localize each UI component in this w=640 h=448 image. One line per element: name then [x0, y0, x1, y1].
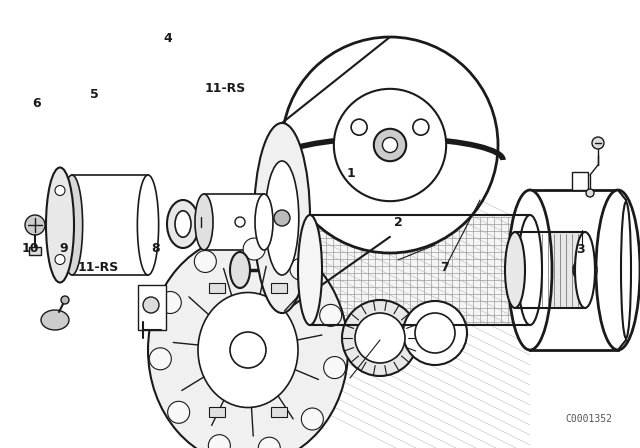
Text: C0001352: C0001352	[565, 414, 612, 424]
Bar	[209, 407, 225, 417]
Circle shape	[235, 217, 245, 227]
Bar	[515, 232, 585, 308]
Bar	[72, 175, 148, 275]
Circle shape	[282, 37, 498, 253]
Text: 1: 1	[346, 167, 355, 181]
Circle shape	[149, 348, 172, 370]
Ellipse shape	[342, 300, 418, 376]
Bar	[29, 247, 41, 255]
Circle shape	[243, 238, 265, 260]
Ellipse shape	[167, 200, 199, 248]
Circle shape	[195, 250, 216, 272]
Text: 11-RS: 11-RS	[205, 82, 246, 95]
Circle shape	[334, 89, 446, 201]
Bar	[204, 194, 264, 250]
Ellipse shape	[596, 190, 640, 350]
Text: 4: 4	[163, 32, 172, 46]
Ellipse shape	[255, 194, 273, 250]
Circle shape	[209, 435, 230, 448]
Ellipse shape	[403, 301, 467, 365]
Ellipse shape	[198, 293, 298, 408]
Circle shape	[25, 215, 45, 235]
Circle shape	[143, 297, 159, 313]
Circle shape	[301, 408, 323, 430]
Ellipse shape	[254, 123, 310, 313]
Circle shape	[61, 296, 69, 304]
Ellipse shape	[265, 161, 299, 275]
Circle shape	[274, 210, 290, 226]
Circle shape	[383, 138, 397, 153]
Ellipse shape	[148, 235, 348, 448]
Text: 6: 6	[32, 97, 41, 111]
Circle shape	[259, 437, 280, 448]
Circle shape	[55, 254, 65, 264]
Ellipse shape	[518, 215, 542, 325]
Ellipse shape	[41, 310, 69, 330]
Bar	[530, 190, 618, 350]
Text: 2: 2	[394, 216, 403, 229]
Ellipse shape	[195, 194, 213, 250]
Ellipse shape	[505, 232, 525, 308]
Ellipse shape	[230, 252, 250, 288]
Ellipse shape	[575, 232, 595, 308]
Ellipse shape	[415, 313, 455, 353]
Circle shape	[324, 357, 346, 379]
Circle shape	[586, 189, 594, 197]
Text: 7: 7	[440, 261, 449, 275]
Ellipse shape	[46, 168, 74, 283]
Bar	[271, 407, 287, 417]
Circle shape	[320, 304, 342, 327]
Circle shape	[351, 119, 367, 135]
Ellipse shape	[138, 175, 159, 275]
Ellipse shape	[61, 175, 83, 275]
Text: 8: 8	[151, 242, 160, 255]
Circle shape	[374, 129, 406, 161]
Ellipse shape	[175, 211, 191, 237]
Ellipse shape	[621, 202, 631, 338]
Circle shape	[230, 332, 266, 368]
Ellipse shape	[508, 190, 552, 350]
Bar	[209, 283, 225, 293]
Text: 11-RS: 11-RS	[77, 261, 118, 275]
Text: 10: 10	[21, 242, 39, 255]
Text: 9: 9	[60, 242, 68, 255]
Ellipse shape	[355, 313, 405, 363]
Circle shape	[168, 401, 189, 423]
Bar	[138, 285, 166, 330]
Circle shape	[290, 258, 312, 280]
Bar	[515, 232, 585, 308]
Bar	[572, 172, 588, 190]
Text: 3: 3	[576, 243, 585, 257]
Bar	[310, 215, 530, 325]
Circle shape	[159, 292, 181, 314]
Circle shape	[573, 258, 597, 282]
Text: 5: 5	[90, 88, 99, 102]
Circle shape	[413, 119, 429, 135]
Bar	[271, 283, 287, 293]
Bar	[310, 215, 530, 325]
Ellipse shape	[298, 215, 322, 325]
Circle shape	[55, 185, 65, 195]
Circle shape	[592, 137, 604, 149]
